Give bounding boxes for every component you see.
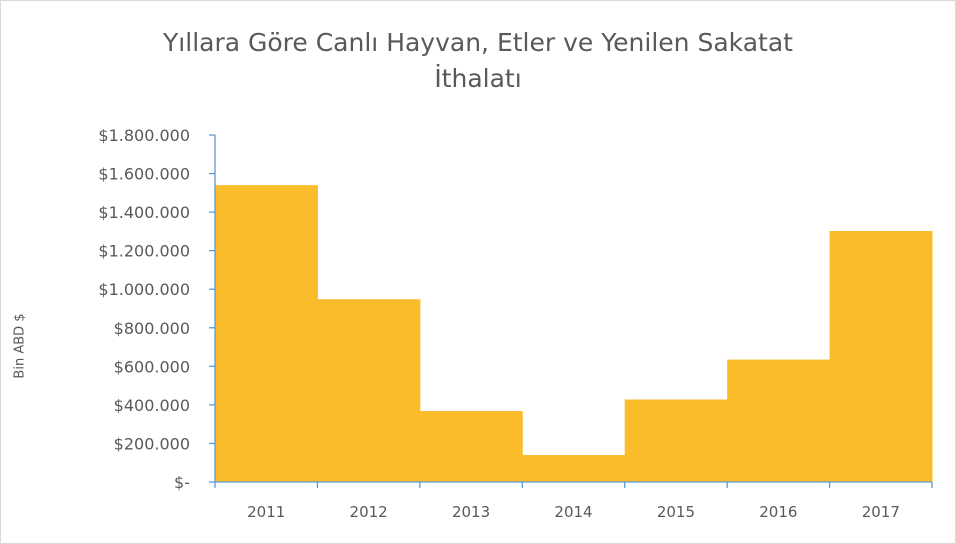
- bar-2017: [829, 231, 933, 482]
- y-tick-label: $800.000: [114, 319, 190, 338]
- x-tick-label: 2013: [452, 503, 490, 521]
- x-tick-label: 2015: [657, 503, 695, 521]
- chart-title: Yıllara Göre Canlı Hayvan, Etler ve Yeni…: [163, 28, 793, 57]
- x-tick-label: 2011: [247, 503, 285, 521]
- y-tick-label: $1.800.000: [98, 126, 190, 145]
- bar-2015: [624, 399, 728, 482]
- bar-2014: [522, 455, 626, 482]
- x-tick-label: 2017: [862, 503, 900, 521]
- bar-2012: [317, 299, 421, 482]
- y-tick-label: $200.000: [114, 434, 190, 453]
- y-tick-label: $1.200.000: [98, 242, 190, 261]
- bar-2016: [727, 359, 831, 482]
- y-tick-label: $1.000.000: [98, 280, 190, 299]
- x-tick-label: 2016: [759, 503, 797, 521]
- y-tick-label: $1.600.000: [98, 165, 190, 184]
- bar-2013: [419, 411, 523, 482]
- x-tick-label: 2014: [554, 503, 592, 521]
- bar-2011: [215, 185, 318, 482]
- chart-title-line2: İthalatı: [434, 64, 522, 93]
- x-tick-label: 2012: [350, 503, 388, 521]
- y-tick-label: $-: [174, 473, 190, 492]
- y-tick-label: $1.400.000: [98, 203, 190, 222]
- y-tick-label: $600.000: [114, 357, 190, 376]
- y-tick-label: $400.000: [114, 396, 190, 415]
